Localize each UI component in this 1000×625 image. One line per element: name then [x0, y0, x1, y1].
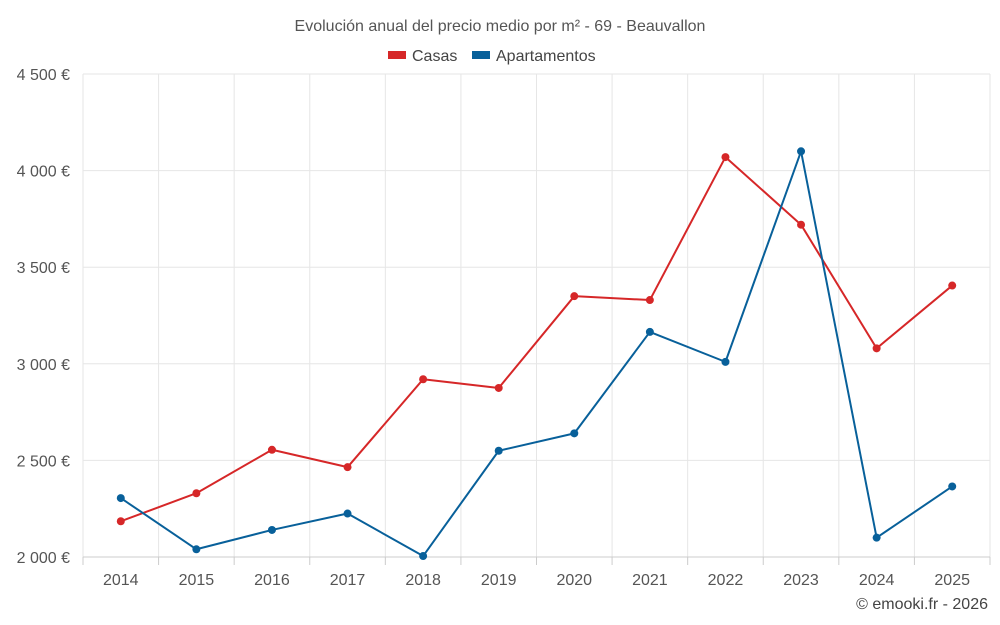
x-tick-label: 2022: [708, 572, 744, 589]
data-point-apartamentos[interactable]: [267, 525, 276, 534]
x-tick-label: 2014: [103, 572, 139, 589]
y-tick-label: 3 000 €: [17, 357, 70, 374]
y-tick-label: 4 000 €: [17, 164, 70, 181]
data-point-apartamentos[interactable]: [343, 509, 352, 518]
y-tick-label: 2 500 €: [17, 453, 70, 470]
data-point-casas[interactable]: [267, 445, 276, 454]
data-point-casas[interactable]: [948, 281, 957, 290]
x-tick-label: 2017: [330, 572, 366, 589]
x-tick-label: 2019: [481, 572, 517, 589]
x-tick-label: 2015: [179, 572, 215, 589]
data-point-casas[interactable]: [116, 517, 125, 526]
x-tick-label: 2020: [556, 572, 592, 589]
y-tick-label: 4 500 €: [17, 67, 70, 84]
data-point-casas[interactable]: [797, 220, 806, 229]
data-point-apartamentos[interactable]: [192, 545, 201, 554]
axes: [82, 556, 991, 565]
data-point-casas[interactable]: [645, 296, 654, 305]
data-point-apartamentos[interactable]: [948, 482, 957, 491]
x-tick-label: 2023: [783, 572, 819, 589]
legend: Casas Apartamentos: [388, 48, 596, 65]
data-point-apartamentos[interactable]: [721, 357, 730, 366]
x-tick-label: 2021: [632, 572, 668, 589]
x-tick-label: 2024: [859, 572, 895, 589]
data-point-apartamentos[interactable]: [645, 327, 654, 336]
data-point-casas[interactable]: [570, 292, 579, 301]
x-axis-ticks: 2014 2015 2016 2017 2018 2019 2020 2021 2022 2023…: [103, 572, 970, 589]
data-point-casas[interactable]: [494, 383, 503, 392]
data-point-casas[interactable]: [872, 344, 881, 353]
x-gridlines: [82, 74, 991, 557]
data-point-apartamentos[interactable]: [116, 494, 125, 503]
data-point-apartamentos[interactable]: [797, 147, 806, 156]
data-point-casas[interactable]: [419, 375, 428, 384]
data-point-casas[interactable]: [721, 153, 730, 162]
legend-swatch-casas: [388, 51, 406, 59]
legend-item-apartamentos[interactable]: Apartamentos: [472, 48, 596, 65]
legend-item-casas[interactable]: Casas: [388, 48, 457, 65]
data-point-casas[interactable]: [192, 489, 201, 498]
y-tick-label: 3 500 €: [17, 260, 70, 277]
legend-label-apartamentos: Apartamentos: [496, 48, 596, 65]
series-line-apartamentos: [120, 150, 953, 558]
data-point-casas[interactable]: [343, 463, 352, 472]
data-point-apartamentos[interactable]: [872, 533, 881, 542]
series-line-casas: [120, 156, 953, 523]
series-casas: [116, 153, 957, 526]
x-tick-label: 2016: [254, 572, 290, 589]
legend-label-casas: Casas: [412, 48, 457, 65]
y-tick-label: 2 000 €: [17, 550, 70, 567]
credit-text: © emooki.fr - 2026: [856, 596, 988, 613]
x-tick-label: 2025: [934, 572, 970, 589]
series-apartamentos: [116, 147, 957, 561]
series-group: [116, 147, 957, 561]
chart-title: Evolución anual del precio medio por m² …: [295, 18, 706, 35]
y-axis-ticks: 2 000 € 2 500 € 3 000 € 3 500 € 4 000 € 4 500…: [17, 67, 70, 567]
data-point-apartamentos[interactable]: [570, 429, 579, 438]
x-tick-label: 2018: [405, 572, 441, 589]
data-point-apartamentos[interactable]: [494, 446, 503, 455]
data-point-apartamentos[interactable]: [419, 552, 428, 561]
legend-swatch-apartamentos: [472, 51, 490, 59]
